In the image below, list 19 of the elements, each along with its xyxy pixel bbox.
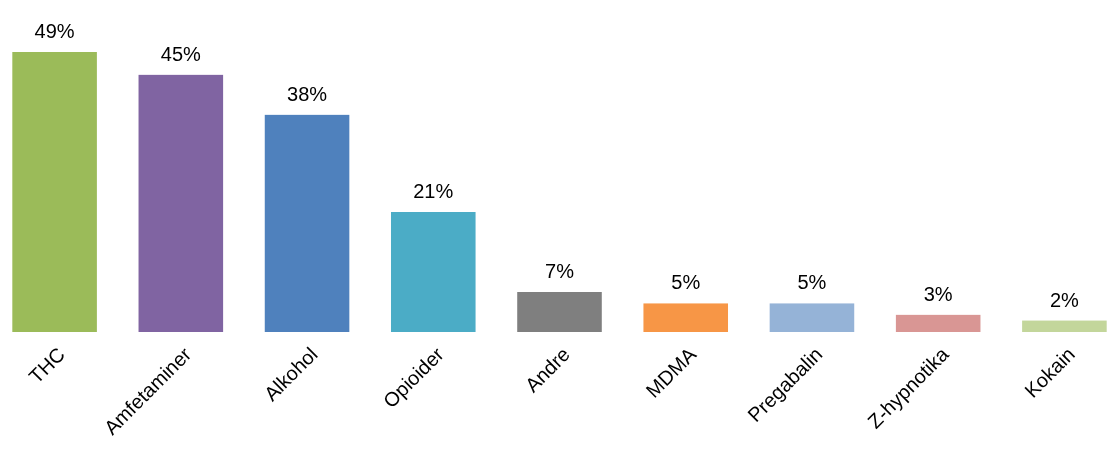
- bar: [264, 114, 350, 332]
- bar: [390, 212, 476, 332]
- data-label: 5%: [797, 271, 827, 294]
- data-label: 38%: [287, 82, 328, 105]
- bar: [138, 74, 224, 332]
- bar: [12, 52, 97, 332]
- bar: [769, 303, 855, 332]
- data-label: 5%: [671, 271, 701, 294]
- data-label: 3%: [923, 282, 953, 305]
- bar: [895, 314, 981, 332]
- bar: [643, 303, 729, 332]
- bar: [1022, 320, 1107, 332]
- data-label: 7%: [545, 260, 575, 282]
- bar: [517, 292, 602, 332]
- data-label: 45%: [160, 42, 202, 65]
- data-label: 21%: [413, 180, 454, 202]
- data-label: 2%: [1049, 288, 1080, 311]
- data-label: 49%: [34, 20, 75, 42]
- x-tick-label: THC: [24, 343, 70, 388]
